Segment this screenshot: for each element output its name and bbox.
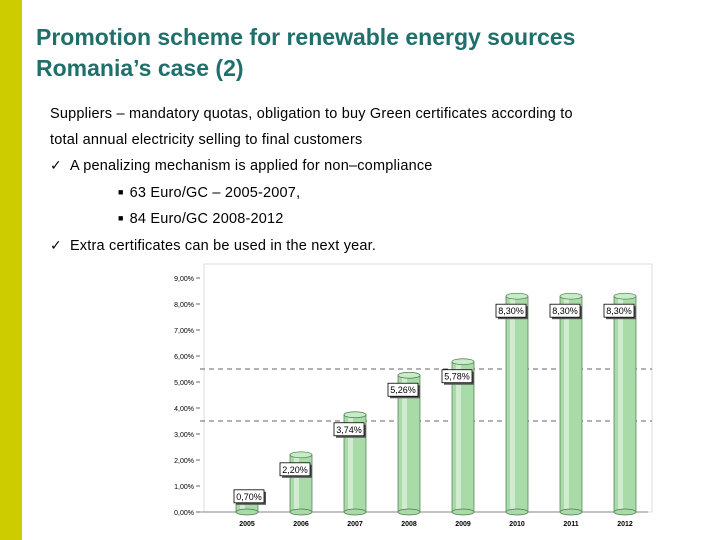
bar-top: [559, 292, 583, 300]
bar-base: [613, 508, 637, 516]
bar-chart: 0,00% 1,00% 2,00% 3,00% 4,00% 5,00% 6,00% 7,00%…: [140, 262, 655, 530]
y-tick-label: 2,00%: [174, 458, 194, 465]
bar-top: [613, 292, 637, 300]
x-tick-label: 2005: [239, 521, 255, 528]
data-label: 8,30%: [552, 306, 578, 316]
check-item-2-text: Extra certificates can be used in the ne…: [69, 238, 377, 254]
x-tick-label: 2008: [401, 521, 417, 528]
bar-base: [343, 508, 367, 516]
data-label: 0,70%: [236, 492, 262, 502]
x-tick-label: 2011: [563, 521, 578, 528]
text-line-1: Suppliers – mandatory quotas, obligation…: [50, 106, 573, 122]
data-label: 2,20%: [282, 465, 308, 475]
bar-highlight: [456, 363, 461, 510]
data-label: 8,30%: [498, 306, 524, 316]
y-tick-label: 9,00%: [174, 276, 194, 283]
bar-highlight: [348, 416, 353, 510]
plot-frame: [203, 263, 653, 513]
bar-base: [559, 508, 583, 516]
bar-highlight: [564, 298, 569, 510]
bar-base: [397, 508, 421, 516]
bar: [559, 295, 583, 513]
bar-base: [289, 508, 313, 516]
data-label: 5,26%: [390, 385, 416, 395]
bar-base: [505, 508, 529, 516]
bar-chart-svg: 0,00% 1,00% 2,00% 3,00% 4,00% 5,00% 6,00% 7,00%…: [174, 263, 653, 528]
title-line-1: Promotion scheme for renewable energy so…: [36, 24, 576, 50]
data-label-box: [387, 382, 419, 397]
bar-top: [505, 292, 529, 300]
x-tick-label: 2012: [617, 521, 633, 528]
y-tick-label: 3,00%: [174, 432, 194, 439]
bar-highlight: [294, 456, 299, 510]
data-label: 5,78%: [444, 372, 470, 382]
check-item-1-text: A penalizing mechanism is applied for no…: [69, 158, 433, 174]
y-tick-label: 7,00%: [174, 328, 194, 335]
y-tick-label: 8,00%: [174, 302, 194, 309]
accent-side-bar: [0, 0, 22, 540]
square-bullet-icon: ■: [118, 187, 124, 197]
x-tick-label: 2007: [347, 521, 363, 528]
data-label-box: [549, 303, 581, 318]
y-tick-label: 5,00%: [174, 380, 194, 387]
check-icon: ✓: [50, 158, 62, 174]
y-tick-label: 6,00%: [174, 354, 194, 361]
x-tick-label: 2009: [455, 521, 471, 528]
check-item-1: ✓ A penalizing mechanism is applied for n…: [50, 158, 433, 174]
bar: [613, 295, 637, 513]
bar-highlight: [510, 298, 515, 510]
bar-base: [235, 508, 259, 516]
check-icon: ✓: [50, 238, 62, 254]
sub-item-1-text: 63 Euro/GC – 2005-2007,: [129, 185, 301, 201]
y-tick-label: 1,00%: [174, 484, 194, 491]
data-label-box: [279, 462, 311, 477]
check-item-2: ✓ Extra certificates can be used in the n…: [50, 238, 376, 254]
bar-highlight: [402, 377, 407, 510]
slide-title: Promotion scheme for renewable energy so…: [36, 22, 716, 84]
data-label-box: [333, 422, 365, 437]
bar-top: [343, 411, 367, 419]
square-bullet-icon: ■: [118, 213, 124, 223]
data-label-box: [441, 369, 473, 384]
bar-top: [451, 358, 475, 366]
bar-highlight: [618, 298, 623, 510]
y-tick-label: 0,00%: [174, 510, 194, 517]
data-label-box: [233, 489, 265, 504]
data-label-box: [495, 303, 527, 318]
x-tick-label: 2006: [293, 521, 309, 528]
sub-item-2-text: 84 Euro/GC 2008-2012: [129, 211, 284, 227]
bar-top: [289, 451, 313, 459]
y-tick-label: 4,00%: [174, 406, 194, 413]
bar: [505, 295, 529, 513]
bar-base: [451, 508, 475, 516]
data-label: 3,74%: [336, 425, 362, 435]
sub-item-1: ■ 63 Euro/GC – 2005-2007,: [118, 185, 300, 201]
data-label: 8,30%: [606, 306, 632, 316]
x-tick-label: 2010: [509, 521, 525, 528]
text-line-2: total annual electricity selling to fina…: [50, 132, 363, 148]
sub-item-2: ■ 84 Euro/GC 2008-2012: [118, 211, 284, 227]
title-line-2: Romania’s case (2): [36, 55, 244, 81]
data-label-box: [603, 303, 635, 318]
bar-top: [397, 371, 421, 379]
